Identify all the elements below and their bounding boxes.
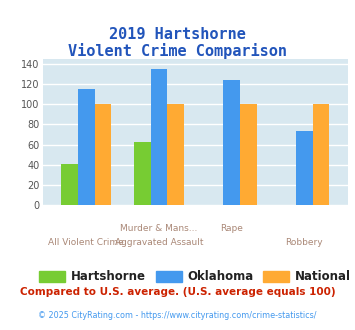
Bar	[78, 89, 94, 205]
Bar	[151, 69, 167, 205]
Bar	[167, 105, 184, 205]
Text: © 2025 CityRating.com - https://www.cityrating.com/crime-statistics/: © 2025 CityRating.com - https://www.city…	[38, 311, 317, 320]
Bar	[223, 81, 240, 205]
Bar	[134, 142, 151, 205]
Bar	[240, 105, 257, 205]
Text: All Violent Crime: All Violent Crime	[48, 238, 124, 247]
Text: Compared to U.S. average. (U.S. average equals 100): Compared to U.S. average. (U.S. average …	[20, 287, 335, 297]
Legend: Hartshorne, Oklahoma, National: Hartshorne, Oklahoma, National	[35, 266, 355, 288]
Text: Robbery: Robbery	[285, 238, 323, 247]
Text: 2019 Hartshorne: 2019 Hartshorne	[109, 27, 246, 42]
Text: Violent Crime Comparison: Violent Crime Comparison	[68, 43, 287, 59]
Bar	[296, 131, 313, 205]
Text: Murder & Mans...: Murder & Mans...	[120, 224, 198, 233]
Text: Rape: Rape	[220, 224, 243, 233]
Bar	[313, 105, 329, 205]
Bar	[94, 105, 111, 205]
Text: Aggravated Assault: Aggravated Assault	[115, 238, 203, 247]
Bar	[61, 164, 78, 205]
